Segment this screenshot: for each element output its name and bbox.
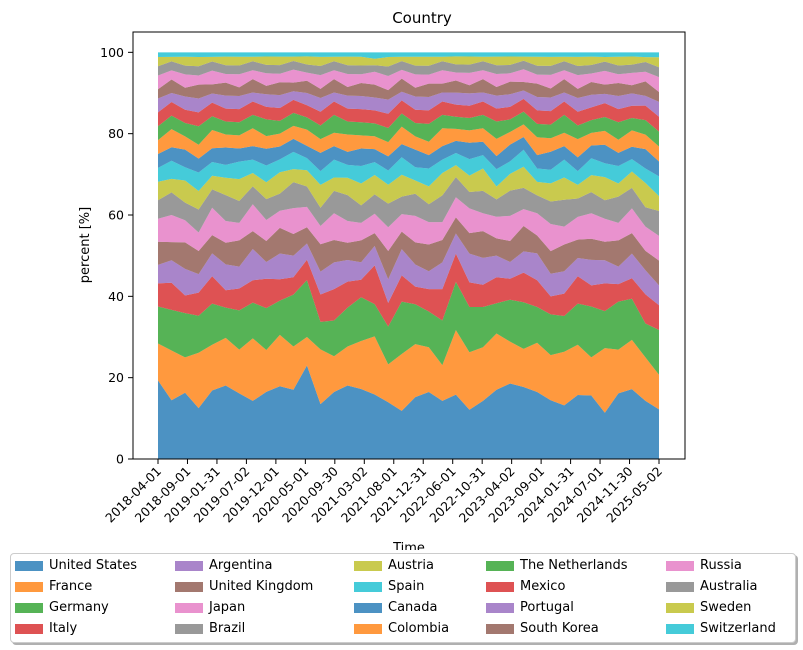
legend-label: Japan: [209, 600, 246, 615]
area-series-group: [158, 52, 659, 459]
plot-frame: [132, 31, 686, 460]
y-tick-label: 100: [100, 45, 124, 60]
legend-label: Sweden: [700, 600, 752, 615]
legend-label: Russia: [700, 558, 742, 573]
legend-label: France: [49, 579, 93, 594]
legend: United States France Germany Italy Argentina…: [10, 553, 796, 643]
y-axis-label: percent [%]: [78, 207, 93, 283]
legend-label: Spain: [388, 579, 425, 594]
legend-label: United Kingdom: [209, 579, 314, 594]
legend-swatch: [15, 603, 43, 613]
legend-swatch: [486, 624, 514, 634]
y-tick-label: 0: [116, 452, 124, 467]
legend-label: Colombia: [388, 621, 450, 636]
legend-label: Switzerland: [700, 621, 776, 636]
legend-swatch: [354, 561, 382, 571]
area-united-kingdom: [158, 217, 659, 286]
legend-swatch: [175, 561, 203, 571]
legend-swatch: [486, 582, 514, 592]
area-spain: [158, 149, 659, 197]
x-axis-label: Time: [392, 541, 425, 550]
area-portugal: [158, 90, 659, 117]
area-argentina: [158, 233, 659, 306]
legend-label: Brazil: [209, 621, 246, 636]
area-france: [158, 330, 659, 413]
area-japan: [158, 197, 659, 261]
legend-label: Canada: [388, 600, 438, 615]
chart-title: Country: [392, 9, 452, 27]
area-mexico: [158, 98, 659, 132]
y-axis: 0 20 40 60 80 100: [100, 45, 133, 467]
legend-label: Portugal: [520, 600, 574, 615]
legend-label: Australia: [700, 579, 758, 594]
area-south-korea: [158, 78, 659, 102]
area-colombia: [158, 124, 659, 162]
area-switzerland: [158, 52, 659, 59]
legend-swatch: [666, 603, 694, 613]
legend-label: The Netherlands: [520, 558, 628, 573]
y-tick-label: 40: [108, 289, 124, 304]
y-tick-label: 60: [108, 208, 124, 223]
y-tick-label: 20: [108, 370, 124, 385]
area-canada: [158, 137, 659, 177]
legend-swatch: [354, 624, 382, 634]
area-italy: [158, 253, 659, 331]
legend-swatch: [666, 624, 694, 634]
legend-swatch: [486, 603, 514, 613]
legend-label: United States: [49, 558, 138, 573]
legend-label: South Korea: [520, 621, 599, 636]
legend-swatch: [666, 561, 694, 571]
area-germany: [158, 280, 659, 375]
area-the-netherlands: [158, 111, 659, 147]
legend-swatch: [175, 603, 203, 613]
area-brazil: [158, 177, 659, 236]
y-tick-label: 80: [108, 126, 124, 141]
stacked-area-chart: Country 0 20 40 60 80 100 2018-04-012018-09-0…: [78, 9, 686, 550]
legend-swatch: [175, 624, 203, 634]
area-sweden: [158, 56, 659, 68]
legend-label: Italy: [49, 621, 78, 636]
legend-label: Mexico: [520, 579, 566, 594]
legend-label: Austria: [388, 558, 434, 573]
area-united-states: [158, 365, 659, 459]
legend-swatch: [15, 582, 43, 592]
area-russia: [158, 69, 659, 93]
legend-swatch: [354, 603, 382, 613]
legend-swatch: [486, 561, 514, 571]
legend-label: Argentina: [209, 558, 273, 573]
area-australia: [158, 60, 659, 78]
x-axis: 2018-04-012018-09-012019-01-312019-07-02…: [102, 459, 665, 525]
legend-swatch: [666, 582, 694, 592]
legend-swatch: [175, 582, 203, 592]
legend-swatch: [15, 624, 43, 634]
legend-swatch: [15, 561, 43, 571]
legend-swatch: [354, 582, 382, 592]
legend-label: Germany: [49, 600, 109, 615]
area-austria: [158, 165, 659, 212]
